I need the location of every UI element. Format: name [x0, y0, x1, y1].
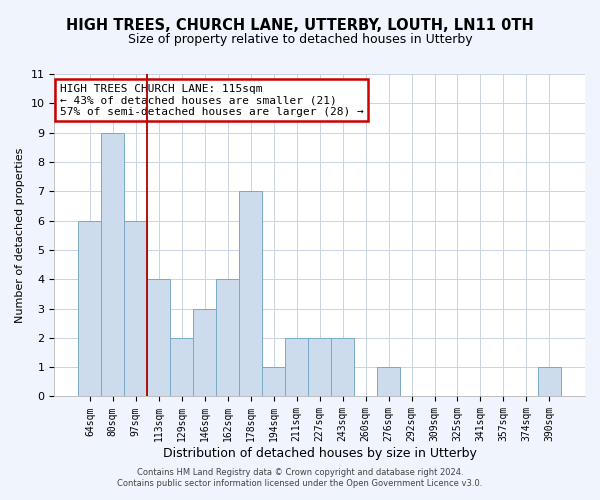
Bar	[331, 338, 354, 396]
Text: Size of property relative to detached houses in Utterby: Size of property relative to detached ho…	[128, 32, 472, 46]
Bar	[216, 279, 239, 396]
Bar	[538, 367, 561, 396]
Text: Contains HM Land Registry data © Crown copyright and database right 2024.
Contai: Contains HM Land Registry data © Crown c…	[118, 468, 482, 487]
Bar	[101, 132, 124, 396]
X-axis label: Distribution of detached houses by size in Utterby: Distribution of detached houses by size …	[163, 447, 476, 460]
Bar	[262, 367, 285, 396]
Bar	[148, 279, 170, 396]
Bar	[308, 338, 331, 396]
Bar	[124, 220, 148, 396]
Bar	[193, 308, 216, 396]
Bar	[285, 338, 308, 396]
Bar	[79, 220, 101, 396]
Text: HIGH TREES CHURCH LANE: 115sqm
← 43% of detached houses are smaller (21)
57% of : HIGH TREES CHURCH LANE: 115sqm ← 43% of …	[59, 84, 364, 117]
Text: HIGH TREES, CHURCH LANE, UTTERBY, LOUTH, LN11 0TH: HIGH TREES, CHURCH LANE, UTTERBY, LOUTH,…	[66, 18, 534, 32]
Bar	[377, 367, 400, 396]
Bar	[170, 338, 193, 396]
Y-axis label: Number of detached properties: Number of detached properties	[15, 148, 25, 323]
Bar	[239, 192, 262, 396]
